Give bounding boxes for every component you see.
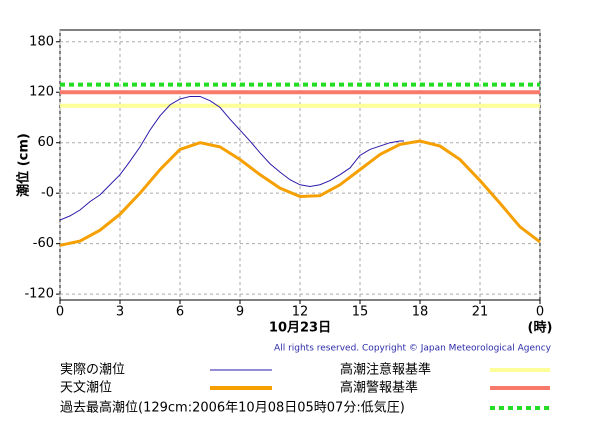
y-tick-label: 120 (29, 85, 54, 100)
y-tick-label: -120 (24, 287, 54, 302)
series-line (59, 139, 541, 247)
x-tick-label: 3 (116, 305, 124, 320)
x-tick-label: 9 (236, 305, 244, 320)
y-tick-label: -0 (41, 186, 54, 201)
y-tick-label: 60 (37, 135, 54, 150)
x-tick-label: 0 (56, 305, 64, 320)
x-unit: (時) (528, 320, 553, 336)
copyright: All rights reserved. Copyright © Japan M… (274, 344, 552, 354)
y-axis-label: 潮位 (cm) (16, 133, 32, 197)
x-tick-label: 6 (176, 305, 184, 320)
series-line (59, 95, 404, 221)
legend-label: 実際の潮位 (60, 362, 125, 378)
x-tick-label: 12 (292, 305, 309, 320)
x-tick-label: 0 (536, 305, 544, 320)
x-axis-label: 10月23日 (269, 321, 331, 336)
x-tick-label: 21 (472, 305, 489, 320)
legend-label: 高潮注意報基準 (340, 362, 431, 378)
legend-label: 過去最高潮位(129cm:2006年10月08日05時07分:低気圧) (60, 400, 405, 416)
x-tick-label: 18 (412, 305, 429, 320)
legend-label: 天文潮位 (60, 381, 112, 396)
y-tick-label: -60 (33, 236, 54, 251)
y-tick-label: 180 (29, 34, 54, 49)
x-tick-label: 15 (352, 305, 369, 320)
legend-label: 高潮警報基準 (340, 380, 418, 396)
